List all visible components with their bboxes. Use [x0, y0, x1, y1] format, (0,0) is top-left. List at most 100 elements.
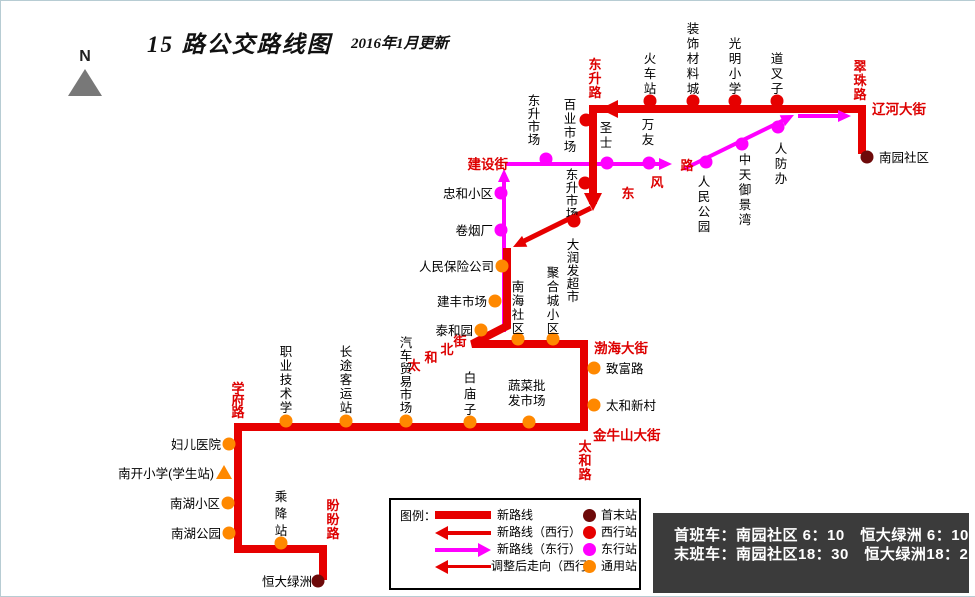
station-dot: [274, 536, 288, 550]
street-label: 金牛山大街: [592, 427, 661, 443]
route-arrow: [838, 110, 851, 122]
route-arrow: [584, 193, 602, 211]
station-label: 职业技术学: [280, 345, 293, 415]
station-label: 南园社区: [879, 150, 929, 165]
station-dot: [860, 150, 874, 164]
station-dot: [399, 414, 413, 428]
station-label: 人民保险公司: [419, 259, 494, 274]
station-label: 汽车贸易市场: [400, 335, 413, 415]
street-label: 东升路: [588, 57, 602, 100]
terminal-station-icon: [583, 509, 596, 522]
station-dot: [546, 332, 560, 346]
station-label: 人民公园: [698, 175, 711, 234]
legend-row: 新路线（西行） 西行站: [391, 526, 639, 540]
station-dot: [221, 496, 235, 510]
common-station-icon: [583, 560, 596, 573]
station-dot: [494, 223, 508, 237]
street-label: 翠珠路: [853, 59, 867, 102]
route-arrow: [779, 115, 794, 127]
first-bus-times: 首班车：南园社区 6：10 恒大绿洲 6：10: [674, 527, 969, 544]
station-label: 南开小学(学生站): [118, 466, 214, 481]
station-dot: [600, 156, 614, 170]
station-label: 道叉子: [771, 52, 784, 96]
street-label: 太和路: [577, 439, 592, 482]
station-label: 卷烟厂: [455, 223, 493, 238]
station-dot: [587, 398, 601, 412]
station-label: 恒大绿洲: [262, 574, 312, 589]
route-arrow: [498, 169, 510, 182]
street-label: 盼盼路: [326, 498, 340, 541]
station-label: 白庙子: [464, 370, 477, 417]
station-dot: [488, 294, 502, 308]
station-label: 人防办: [775, 142, 788, 186]
legend-row-label: 新路线: [497, 508, 534, 522]
street-label: 风: [650, 175, 663, 190]
legend-box: 图例： 新路线 首末站 新路线（西行） 西行站 新路线（东行） 东行站 调整后走…: [389, 498, 641, 590]
street-label: 东: [621, 186, 634, 201]
station-label: 万友: [642, 118, 655, 147]
route-arrow: [600, 100, 618, 118]
station-label: 聚合城小区: [547, 266, 560, 336]
adjusted-route-arrow-icon: [435, 560, 491, 574]
station-dot: [463, 415, 477, 429]
westbound-arrow-icon: [435, 526, 491, 540]
street-label: 北: [440, 342, 453, 357]
station-label: 装饰材料城: [687, 22, 700, 96]
route-line-adjusted-diagonal: [518, 205, 593, 246]
station-dot: [686, 94, 700, 108]
new-route-line-icon: [435, 509, 491, 522]
legend-row-label: 新路线（东行）: [497, 542, 582, 556]
station-label: 泰和园: [435, 324, 473, 338]
north-triangle-icon: [68, 69, 102, 96]
station-dot: [642, 156, 656, 170]
station-dot: [699, 155, 713, 169]
eastbound-arrow-icon: [435, 543, 491, 557]
station-dot: [539, 152, 553, 166]
station-label: 蔬菜批发市场: [508, 378, 546, 408]
eastbound-station-icon: [583, 543, 596, 556]
station-label: 长途客运站: [340, 345, 353, 415]
route-arrow: [513, 235, 528, 247]
station-dot: [735, 137, 749, 151]
legend-station-label: 东行站: [601, 542, 638, 556]
station-triangle: [216, 465, 232, 479]
station-label: 大润发超市: [567, 238, 580, 304]
station-label: 火车站: [644, 52, 657, 96]
legend-row: 调整后走向（西行） 通用站: [391, 560, 639, 574]
station-dot: [222, 437, 236, 451]
street-label: 太: [406, 358, 421, 373]
station-dot: [770, 94, 784, 108]
station-dot: [494, 186, 508, 200]
station-label: 东升市场: [566, 168, 579, 221]
station-dot: [567, 214, 581, 228]
legend-row-label: 新路线（西行）: [497, 525, 582, 539]
station-dot: [579, 113, 593, 127]
route-line-main-loop: [234, 248, 588, 580]
update-date: 2016年1月更新: [351, 36, 449, 52]
station-label: 忠和小区: [443, 187, 493, 201]
station-dot: [279, 414, 293, 428]
north-label: N: [79, 48, 91, 65]
legend-station-label: 西行站: [601, 525, 638, 539]
station-dot: [643, 94, 657, 108]
station-label: 乘降站: [275, 490, 288, 538]
legend-station-label: 通用站: [601, 559, 638, 573]
page-title: 15 路公交路线图: [147, 32, 332, 57]
station-label: 南海社区: [512, 279, 525, 336]
north-arrow: N: [61, 49, 109, 96]
station-label: 中天御景湾: [739, 152, 752, 227]
station-dot: [339, 414, 353, 428]
station-label: 太和新村: [606, 398, 657, 413]
legend-row: 新路线（东行） 东行站: [391, 543, 639, 557]
station-dot: [578, 176, 592, 190]
station-dot: [311, 574, 325, 588]
station-dot: [222, 526, 236, 540]
route-line-westbound-north: [589, 105, 866, 204]
legend-row-label: 调整后走向（西行）: [491, 559, 600, 573]
legend-row: 新路线 首末站: [391, 509, 639, 523]
station-label: 百业市场: [564, 98, 577, 154]
station-dot: [522, 415, 536, 429]
westbound-station-icon: [583, 526, 596, 539]
